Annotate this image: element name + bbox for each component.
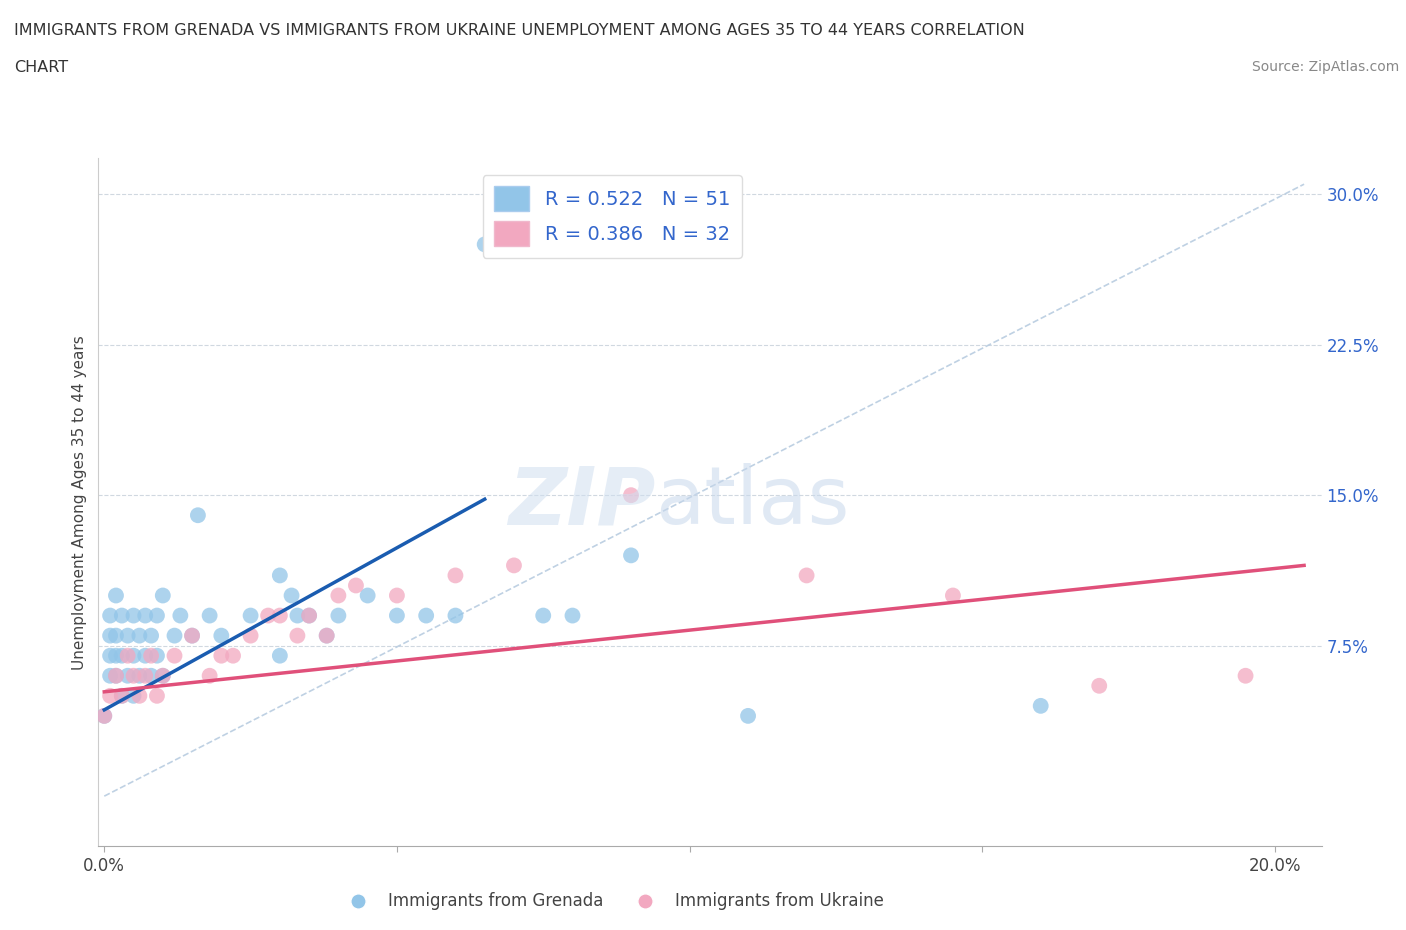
Point (93, 709, 115, 724)
Point (737, 709, 759, 724)
Point (503, 558, 526, 573)
Point (122, 608, 145, 623)
Point (181, 628, 204, 643)
Text: atlas: atlas (655, 463, 849, 541)
Point (128, 628, 150, 643)
Point (98, 628, 121, 643)
Point (128, 669, 150, 684)
Point (1029, 698, 1052, 713)
Y-axis label: Unemployment Among Ages 35 to 44 years: Unemployment Among Ages 35 to 44 years (72, 335, 87, 670)
Point (134, 608, 156, 623)
Point (620, 487, 643, 502)
Point (209, 648, 232, 663)
Text: ZIP: ZIP (508, 463, 655, 541)
Point (134, 669, 156, 684)
Point (269, 608, 291, 623)
Point (269, 568, 291, 583)
Point (328, 608, 350, 623)
Point (222, 648, 245, 663)
Point (561, 608, 583, 623)
Point (344, 578, 367, 593)
Point (111, 648, 134, 663)
Point (239, 628, 262, 643)
Point (287, 628, 309, 643)
Point (104, 648, 127, 663)
Point (104, 588, 127, 603)
Point (98, 688, 121, 703)
Point (117, 628, 139, 643)
Point (531, 608, 554, 623)
Point (98, 648, 121, 663)
Text: CHART: CHART (14, 60, 67, 75)
Legend: Immigrants from Grenada, Immigrants from Ukraine: Immigrants from Grenada, Immigrants from… (335, 885, 890, 917)
Point (315, 628, 337, 643)
Point (298, 608, 321, 623)
Point (98, 608, 121, 623)
Point (444, 568, 467, 583)
Point (239, 608, 262, 623)
Point (620, 548, 643, 563)
Point (152, 588, 174, 603)
Point (128, 688, 150, 703)
Point (474, 237, 496, 252)
Point (139, 669, 162, 684)
Point (104, 669, 127, 684)
Point (146, 688, 169, 703)
Point (117, 648, 139, 663)
Point (93, 709, 115, 724)
Point (796, 568, 818, 583)
Point (269, 648, 291, 663)
Point (315, 628, 337, 643)
Point (122, 648, 145, 663)
Point (287, 608, 309, 623)
Point (104, 669, 127, 684)
Point (111, 608, 134, 623)
Point (198, 669, 221, 684)
Text: Source: ZipAtlas.com: Source: ZipAtlas.com (1251, 60, 1399, 74)
Point (181, 628, 204, 643)
Point (152, 669, 174, 684)
Point (146, 648, 169, 663)
Point (1088, 678, 1111, 693)
Point (1234, 669, 1257, 684)
Point (111, 688, 134, 703)
Point (280, 588, 302, 603)
Point (139, 648, 162, 663)
Point (385, 608, 408, 623)
Point (111, 688, 134, 703)
Point (139, 628, 162, 643)
Point (163, 648, 186, 663)
Point (415, 608, 437, 623)
Point (169, 608, 191, 623)
Point (444, 608, 467, 623)
Point (198, 608, 221, 623)
Point (163, 628, 186, 643)
Point (117, 669, 139, 684)
Point (152, 669, 174, 684)
Point (122, 669, 145, 684)
Point (209, 628, 232, 643)
Point (146, 608, 169, 623)
Point (385, 588, 408, 603)
Point (104, 628, 127, 643)
Point (298, 608, 321, 623)
Point (187, 508, 209, 523)
Point (98, 669, 121, 684)
Point (356, 588, 378, 603)
Point (942, 588, 965, 603)
Point (122, 688, 145, 703)
Point (134, 648, 156, 663)
Point (257, 608, 280, 623)
Text: IMMIGRANTS FROM GRENADA VS IMMIGRANTS FROM UKRAINE UNEMPLOYMENT AMONG AGES 35 TO: IMMIGRANTS FROM GRENADA VS IMMIGRANTS FR… (14, 23, 1025, 38)
Point (328, 588, 350, 603)
